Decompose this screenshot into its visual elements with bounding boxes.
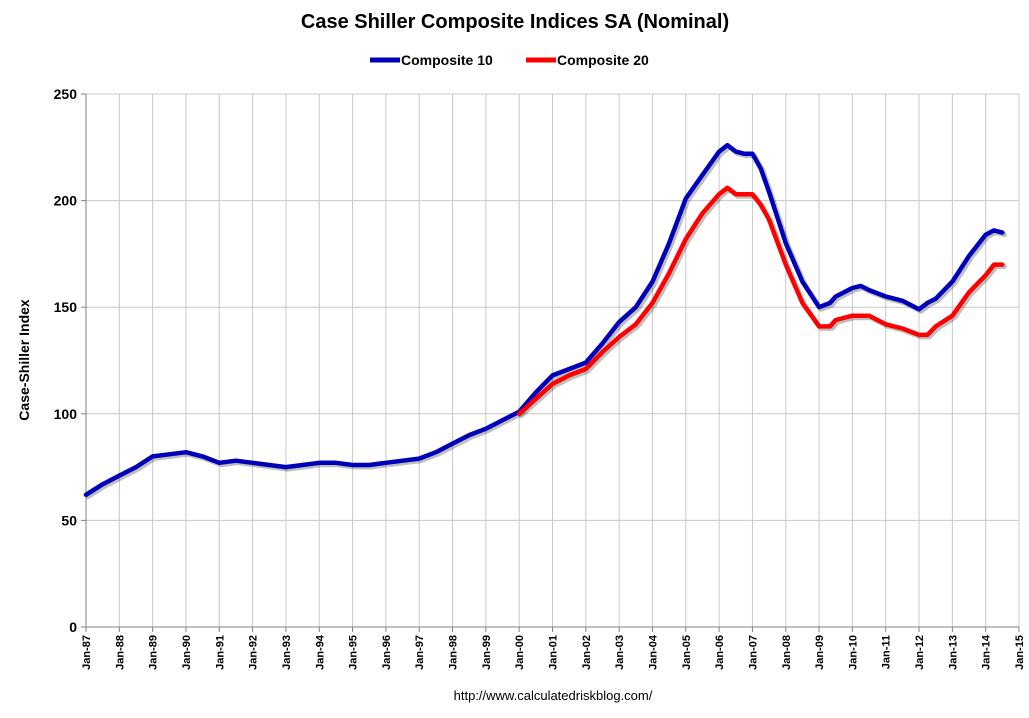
source-url: http://www.calculatedriskblog.com/ bbox=[454, 688, 653, 703]
x-tick-label: Jan-09 bbox=[814, 635, 826, 670]
x-tick-label: Jan-87 bbox=[81, 635, 93, 670]
axes bbox=[81, 93, 1020, 632]
x-tick-label: Jan-06 bbox=[714, 635, 726, 670]
y-tick-label: 200 bbox=[54, 193, 78, 209]
y-tick-label: 250 bbox=[54, 86, 78, 102]
y-tick-label: 100 bbox=[54, 406, 78, 422]
gridlines bbox=[86, 93, 1020, 627]
x-tick-label: Jan-98 bbox=[448, 635, 460, 670]
x-tick-label: Jan-90 bbox=[181, 635, 193, 670]
x-tick-label: Jan-11 bbox=[881, 635, 893, 669]
x-tick-label: Jan-10 bbox=[847, 635, 859, 670]
y-tick-label: 50 bbox=[61, 512, 77, 528]
x-tick-label: Jan-08 bbox=[781, 635, 793, 670]
x-tick-label: Jan-03 bbox=[614, 635, 626, 670]
x-tick-label: Jan-02 bbox=[581, 635, 593, 670]
x-tick-label: Jan-01 bbox=[548, 635, 560, 670]
y-tick-label: 0 bbox=[69, 619, 77, 635]
y-tick-labels: 0 50 100 150 200 250 bbox=[54, 86, 78, 635]
x-tick-label: Jan-99 bbox=[481, 635, 493, 670]
series-lines bbox=[83, 142, 1007, 500]
x-tick-label: Jan-91 bbox=[214, 635, 226, 670]
y-tick-label: 150 bbox=[54, 299, 78, 315]
chart-title: Case Shiller Composite Indices SA (Nomin… bbox=[301, 11, 729, 33]
series-line-composite-20 bbox=[516, 185, 1005, 417]
x-tick-label: Jan-97 bbox=[414, 635, 426, 670]
x-tick-label: Jan-05 bbox=[681, 635, 693, 670]
x-tick-label: Jan-04 bbox=[647, 634, 659, 670]
x-tick-labels: Jan-87 Jan-88 Jan-89 Jan-90 Jan-91 Jan-92 Jan-… bbox=[81, 634, 1026, 670]
x-tick-label: Jan-00 bbox=[514, 635, 526, 670]
x-tick-label: Jan-96 bbox=[381, 635, 393, 670]
x-tick-label: Jan-15 bbox=[1014, 635, 1026, 670]
x-tick-label: Jan-92 bbox=[248, 635, 260, 670]
legend-label-composite-20: Composite 20 bbox=[557, 52, 649, 68]
legend-label-composite-10: Composite 10 bbox=[401, 52, 493, 68]
x-tick-label: Jan-89 bbox=[148, 635, 160, 670]
series-shadow-composite-10 bbox=[85, 144, 1007, 500]
y-axis-label: Case-Shiller Index bbox=[16, 299, 32, 421]
x-tick-label: Jan-07 bbox=[747, 635, 759, 670]
x-tick-label: Jan-94 bbox=[314, 634, 326, 670]
x-tick-label: Jan-14 bbox=[981, 634, 993, 670]
x-tick-label: Jan-13 bbox=[947, 635, 959, 670]
x-tick-label: Jan-12 bbox=[914, 635, 926, 670]
x-tick-label: Jan-88 bbox=[114, 635, 126, 670]
legend: Composite 10 Composite 20 bbox=[370, 52, 649, 68]
x-tick-label: Jan-95 bbox=[348, 635, 360, 670]
x-tick-label: Jan-93 bbox=[281, 635, 293, 670]
series-line-composite-10 bbox=[83, 142, 1005, 498]
